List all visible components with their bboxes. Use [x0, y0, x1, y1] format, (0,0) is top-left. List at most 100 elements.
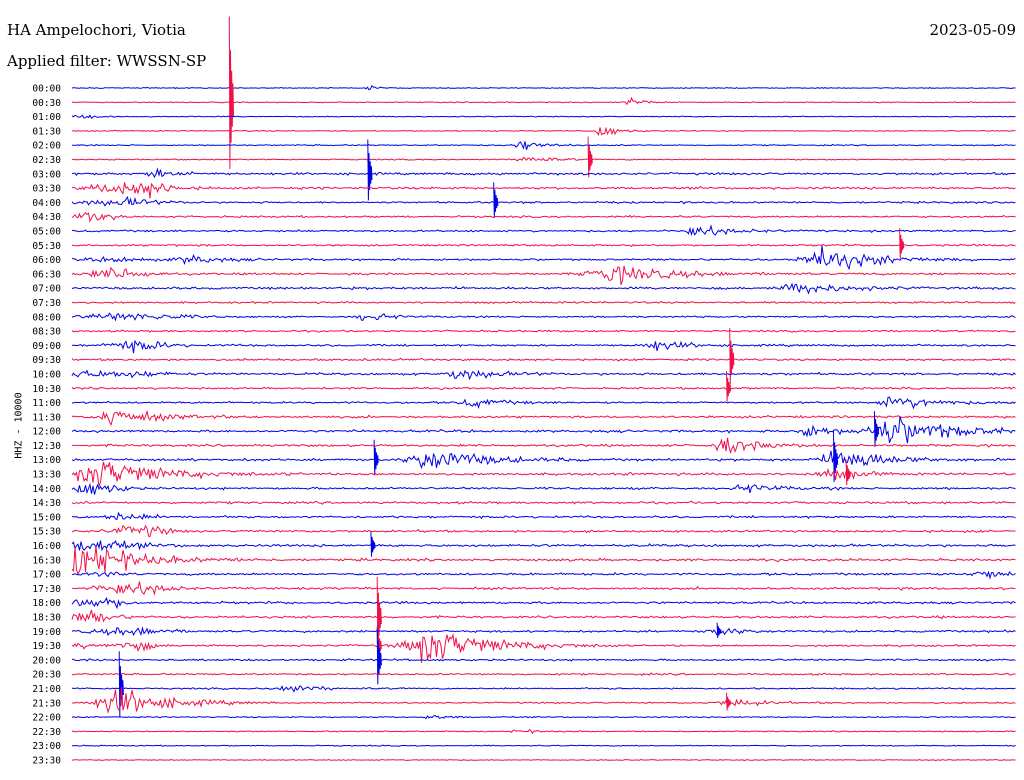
time-tick-label: 18:00 [32, 598, 61, 609]
seismic-trace-row [71, 96, 1016, 106]
seismic-trace-row [71, 758, 1016, 762]
seismic-spike [845, 459, 851, 486]
seismic-trace-row [71, 114, 1016, 119]
time-tick-label: 21:00 [32, 684, 61, 695]
seismic-spike [729, 328, 735, 385]
seismic-trace-row [71, 482, 1016, 495]
seismic-trace-row [71, 524, 1016, 538]
seismic-spike [726, 371, 732, 402]
seismic-trace-row [71, 245, 1016, 271]
seismic-trace-row [71, 300, 1016, 305]
seismic-trace-row [71, 312, 1016, 322]
seismic-trace-row [71, 633, 1016, 663]
time-tick-label: 17:00 [32, 570, 61, 581]
time-tick-label: 06:30 [32, 269, 61, 280]
time-tick-label: 00:30 [32, 98, 61, 109]
seismic-trace-row [71, 282, 1016, 295]
seismic-trace-row [71, 545, 1016, 576]
seismic-spike [587, 136, 593, 178]
time-tick-label: 11:30 [32, 412, 61, 423]
time-tick-label: 03:30 [32, 184, 61, 195]
seismic-spike [370, 531, 376, 557]
time-tick-label: 16:00 [32, 541, 61, 552]
station-title: HA Ampelochori, Viotia [7, 21, 186, 39]
seismic-spike [376, 628, 382, 685]
filter-label: Applied filter: WWSSN-SP [7, 52, 207, 70]
seismic-trace-row [71, 211, 1016, 223]
seismic-trace-row [71, 744, 1016, 747]
time-tick-label: 23:30 [32, 756, 61, 767]
seismic-trace-row [72, 511, 1016, 520]
seismic-trace-row [71, 672, 1016, 677]
time-tick-label: 04:30 [32, 212, 61, 223]
seismic-spike [367, 139, 373, 201]
time-tick-label: 03:00 [32, 169, 61, 180]
seismic-spike [873, 411, 880, 447]
time-tick-label: 15:30 [32, 527, 61, 538]
time-tick-label: 14:00 [32, 484, 61, 495]
seismic-spike [833, 431, 839, 483]
time-tick-label: 05:30 [32, 241, 61, 252]
seismic-trace-row [71, 357, 1016, 362]
time-tick-label: 17:30 [32, 584, 61, 595]
seismic-trace-row [71, 167, 1016, 179]
time-tick-label: 09:30 [32, 355, 61, 366]
seismic-trace-row [71, 540, 1016, 552]
seismic-trace-row [71, 687, 1016, 714]
seismic-trace-row [71, 461, 1016, 487]
seismic-spike [493, 182, 499, 219]
seismic-trace-row [71, 714, 1016, 720]
seismic-trace-row [71, 224, 1016, 237]
time-tick-label: 00:00 [32, 84, 61, 95]
seismic-spike [373, 439, 379, 476]
time-tick-label: 10:00 [32, 369, 61, 380]
seismic-trace-row [71, 84, 1016, 91]
time-tick-label: 16:30 [32, 555, 61, 566]
seismic-trace-row [71, 450, 1016, 470]
seismic-trace-row [71, 156, 1016, 162]
time-tick-label: 10:30 [32, 384, 61, 395]
seismic-trace-row [71, 195, 1016, 207]
time-tick-label: 19:30 [32, 641, 61, 652]
time-tick-label: 22:00 [32, 713, 61, 724]
seismic-trace-row [71, 265, 1016, 285]
seismic-trace-row [72, 685, 1016, 693]
time-tick-label: 08:00 [32, 312, 61, 323]
time-tick-label: 06:00 [32, 255, 61, 266]
seismic-trace-row [72, 396, 1016, 410]
seismic-trace-row [71, 243, 1016, 248]
time-tick-label: 19:00 [32, 627, 61, 638]
seismic-spike [716, 622, 722, 639]
time-tick-label: 01:00 [32, 112, 61, 123]
seismic-trace-row [71, 141, 1016, 150]
seismic-spike [726, 692, 732, 711]
time-tick-label: 21:30 [32, 698, 61, 709]
time-tick-label: 14:30 [32, 498, 61, 509]
seismic-trace-row [71, 500, 1016, 505]
time-tick-label: 07:30 [32, 298, 61, 309]
seismic-spike [228, 16, 234, 170]
time-tick-label: 08:30 [32, 327, 61, 338]
time-tick-label: 07:00 [32, 284, 61, 295]
time-tick-label: 11:00 [32, 398, 61, 409]
seismic-trace-row [71, 182, 1016, 199]
seismic-trace-row [71, 581, 1016, 596]
seismic-trace-row [71, 386, 1016, 391]
seismic-trace-row [71, 437, 1016, 455]
time-tick-label: 12:30 [32, 441, 61, 452]
seismic-trace-row [71, 339, 1016, 354]
time-tick-label: 13:00 [32, 455, 61, 466]
time-tick-label: 04:00 [32, 198, 61, 209]
seismic-trace-row [71, 609, 1016, 623]
seismic-trace-row [71, 409, 1016, 427]
seismic-trace-row [71, 728, 1016, 735]
seismic-trace-row [72, 570, 1016, 580]
time-tick-label: 20:00 [32, 655, 61, 666]
time-tick-label: 12:00 [32, 427, 61, 438]
seismic-trace-row [71, 369, 1016, 381]
time-tick-label: 15:00 [32, 512, 61, 523]
time-tick-label: 01:30 [32, 126, 61, 137]
time-tick-label: 18:30 [32, 613, 61, 624]
